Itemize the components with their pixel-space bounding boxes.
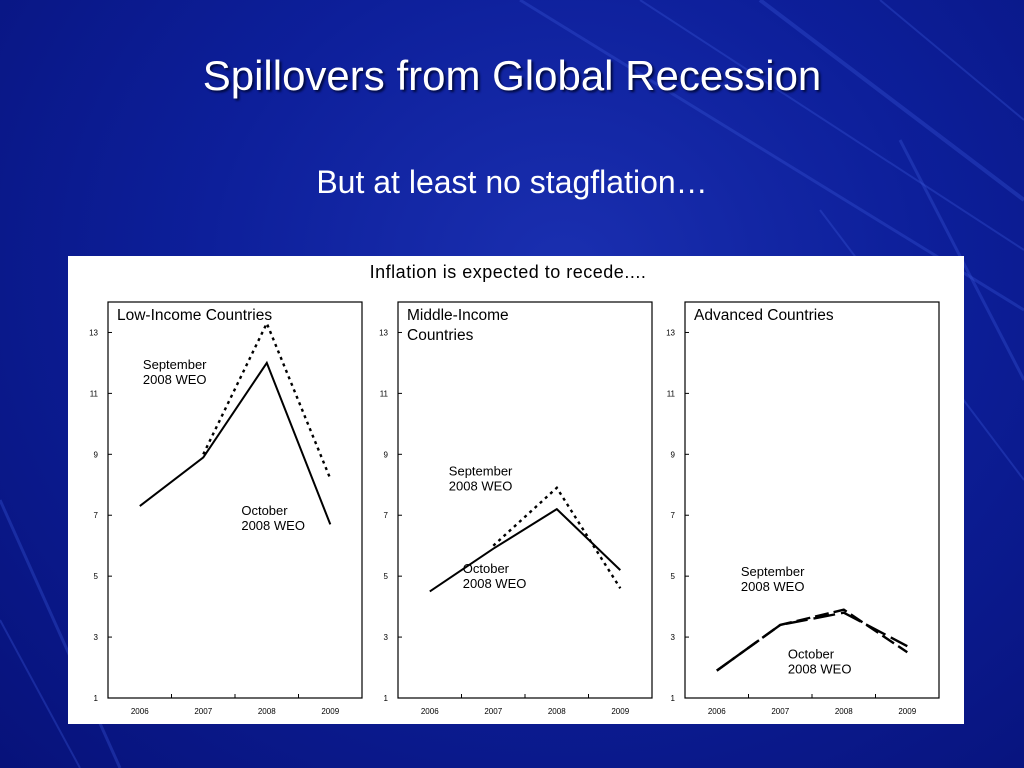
x-tick-label: 2007: [484, 707, 502, 716]
series-label: 2008 WEO: [143, 372, 207, 387]
y-tick-label: 1: [94, 694, 99, 703]
series-line-september: [202, 320, 332, 480]
y-tick-label: 9: [94, 450, 99, 459]
slide-subtitle: But at least no stagflation…: [316, 164, 708, 200]
y-tick-label: 11: [380, 389, 389, 398]
series-label: 2008 WEO: [741, 579, 805, 594]
panel-frame: [397, 301, 653, 699]
y-tick-label: 5: [384, 572, 389, 581]
series-label: 2008 WEO: [463, 576, 527, 591]
x-tick-label: 2008: [835, 707, 853, 716]
panel-title: Advanced Countries: [694, 307, 834, 324]
series-label: September: [143, 357, 207, 372]
series-label: October: [463, 561, 510, 576]
series-line-october: [716, 611, 908, 672]
x-tick-label: 2007: [771, 707, 789, 716]
chart-title: Inflation is expected to recede....: [370, 262, 647, 282]
y-tick-label: 3: [94, 633, 99, 642]
series-line-september: [492, 485, 622, 589]
x-tick-label: 2009: [898, 707, 916, 716]
y-tick-label: 11: [667, 389, 676, 398]
x-tick-label: 2009: [611, 707, 629, 716]
series-line-october: [139, 360, 332, 525]
y-tick-label: 9: [671, 450, 676, 459]
chart-figure: Inflation is expected to recede.... Low-I…: [68, 256, 964, 724]
x-tick-label: 2007: [194, 707, 212, 716]
x-tick-label: 2008: [548, 707, 566, 716]
y-tick-label: 13: [379, 328, 388, 337]
y-tick-label: 9: [384, 450, 389, 459]
panel-title: Middle-Income: [407, 307, 509, 324]
series-label: 2008 WEO: [449, 479, 513, 494]
panel-title: Low-Income Countries: [117, 307, 272, 324]
x-tick-label: 2009: [321, 707, 339, 716]
y-tick-label: 13: [89, 328, 98, 337]
y-tick-label: 3: [671, 633, 676, 642]
y-tick-label: 1: [671, 694, 676, 703]
slide-title: Spillovers from Global Recession: [202, 52, 822, 99]
inflation-chart: Inflation is expected to recede.... Low-I…: [89, 262, 940, 716]
y-tick-label: 13: [666, 328, 675, 337]
series-label: September: [741, 564, 805, 579]
series-label: 2008 WEO: [241, 518, 305, 533]
y-tick-label: 7: [671, 511, 676, 520]
y-tick-label: 11: [90, 389, 99, 398]
y-tick-label: 5: [94, 572, 99, 581]
x-tick-label: 2008: [258, 707, 276, 716]
series-label: October: [241, 503, 288, 518]
x-tick-label: 2006: [421, 707, 439, 716]
y-tick-label: 7: [384, 511, 389, 520]
y-tick-label: 5: [671, 572, 676, 581]
y-tick-label: 7: [94, 511, 99, 520]
panel-title: Countries: [407, 327, 474, 344]
y-tick-label: 1: [384, 694, 389, 703]
panel-frame: [684, 301, 940, 699]
series-label: September: [449, 464, 513, 479]
series-label: 2008 WEO: [788, 661, 852, 676]
y-tick-label: 3: [384, 633, 389, 642]
x-tick-label: 2006: [131, 707, 149, 716]
series-label: October: [788, 646, 835, 661]
x-tick-label: 2006: [708, 707, 726, 716]
series-line-october: [429, 507, 621, 593]
